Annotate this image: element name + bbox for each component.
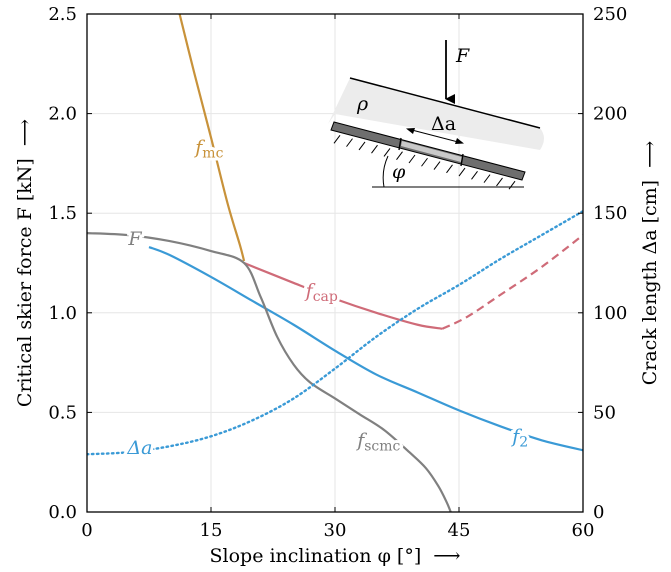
x-tick-label: 0 <box>81 520 92 541</box>
inset-hatch-stroke <box>371 144 378 154</box>
x-tick-label: 30 <box>324 520 347 541</box>
x-tick-label: 15 <box>200 520 223 541</box>
series-line-delta_a <box>87 210 583 456</box>
y-left-tick-label: 0.0 <box>48 502 77 523</box>
inset-schematic: F ρ Δa φ <box>328 40 544 190</box>
inset-hatch-stroke <box>483 174 491 183</box>
curve-label-delta_a: Δa <box>126 437 152 459</box>
inset-crack-dimension <box>407 128 463 144</box>
inset-hatch-stroke <box>421 157 428 167</box>
inset-hatch-stroke <box>396 151 403 161</box>
y-right-tick-label: 150 <box>593 203 627 224</box>
y-left-tick-label: 2.5 <box>48 4 77 25</box>
curve-label-f_2-subscript: 2 <box>519 434 528 450</box>
x-tick-label: 60 <box>572 520 595 541</box>
curve-label-F-base: F <box>127 228 142 250</box>
series-line-f_mc <box>178 14 246 262</box>
curve-label-F: F <box>127 228 142 250</box>
grid-lines <box>86 13 584 513</box>
inset-hatch-stroke <box>358 141 366 151</box>
y-axis-left-label-text: Critical skier force F [kN] <box>14 158 36 407</box>
inset-hatch-stroke <box>471 171 478 180</box>
curve-label-f_scmc: fscmc <box>355 429 400 454</box>
y-left-tick-label: 0.5 <box>48 402 77 423</box>
y-right-tick-label: 250 <box>593 4 627 25</box>
inset-hatch-stroke <box>446 164 453 174</box>
inset-dimension-arrowhead-left <box>406 128 415 134</box>
inset-hatch-stroke <box>508 180 516 190</box>
x-axis-label: Slope inclination φ [°] ⟶ <box>210 545 461 567</box>
y-left-tick-label: 1.0 <box>48 303 77 324</box>
inset-slab <box>328 78 544 150</box>
y-axis-left-arrow: ⟶ <box>14 119 36 146</box>
x-axis-label-text: Slope inclination φ [°] <box>210 545 422 567</box>
y-right-tick-label: 50 <box>593 402 616 423</box>
inset-hatch-stroke <box>346 138 353 147</box>
y-left-tick-label: 2.0 <box>48 104 77 125</box>
curve-label-f_2: f2 <box>510 425 528 450</box>
y-right-tick-label: 200 <box>593 104 627 125</box>
series-line-F <box>87 232 452 512</box>
x-tick-label: 45 <box>448 520 471 541</box>
series-line-f_cap <box>243 261 443 330</box>
curve-label-f_scmc-subscript: scmc <box>364 438 400 454</box>
x-axis-arrow: ⟶ <box>433 545 460 567</box>
y-left-tick-label: 1.5 <box>48 203 77 224</box>
curve-label-f_cap: fcap <box>304 280 338 305</box>
inset-hatch-stroke <box>333 135 341 144</box>
inset-force-label: F <box>455 45 470 67</box>
series-line-f_cap_dashed <box>441 234 583 330</box>
curve-label-f_mc: fmc <box>193 136 223 161</box>
inset-crack-label: Δa <box>431 113 456 135</box>
curve-label-f_cap-subscript: cap <box>313 289 338 305</box>
y-axis-right-arrow: ⟶ <box>639 141 661 168</box>
series-line-f_2 <box>148 246 583 452</box>
curve-label-f_mc-subscript: mc <box>202 145 223 161</box>
inset-hatch-stroke <box>383 148 391 157</box>
inset-crack-tick-left <box>398 137 402 151</box>
curve-label-delta_a-base: Δa <box>126 437 152 459</box>
data-series <box>87 14 583 512</box>
y-right-tick-label: 0 <box>593 502 604 523</box>
inset-crack-tick-right <box>460 153 464 167</box>
inset-crack-segment <box>401 141 462 162</box>
inset-hatch-stroke <box>408 154 416 164</box>
inset-angle-label: φ <box>392 161 406 183</box>
inset-dimension-arrowhead-right <box>455 138 464 144</box>
inset-hatch-stroke <box>433 161 441 170</box>
y-axis-right-label: Crack length Δa [cm] ⟶ <box>639 141 661 386</box>
inset-density-label: ρ <box>356 93 369 115</box>
inset-hatch-stroke <box>458 167 466 177</box>
inset-ground-hatching <box>333 135 516 190</box>
y-axis-right-label-text: Crack length Δa [cm] <box>639 180 661 385</box>
inset-hatch-stroke <box>496 177 503 187</box>
axis-ticks: 0 15 30 45 60 0.0 0.5 1.0 1.5 2.0 2.5 0 50 100 150 200 2… <box>48 4 627 541</box>
y-right-tick-label: 100 <box>593 303 627 324</box>
y-axis-left-label: Critical skier force F [kN] ⟶ <box>14 119 36 407</box>
inset-angle-arc <box>382 155 389 188</box>
